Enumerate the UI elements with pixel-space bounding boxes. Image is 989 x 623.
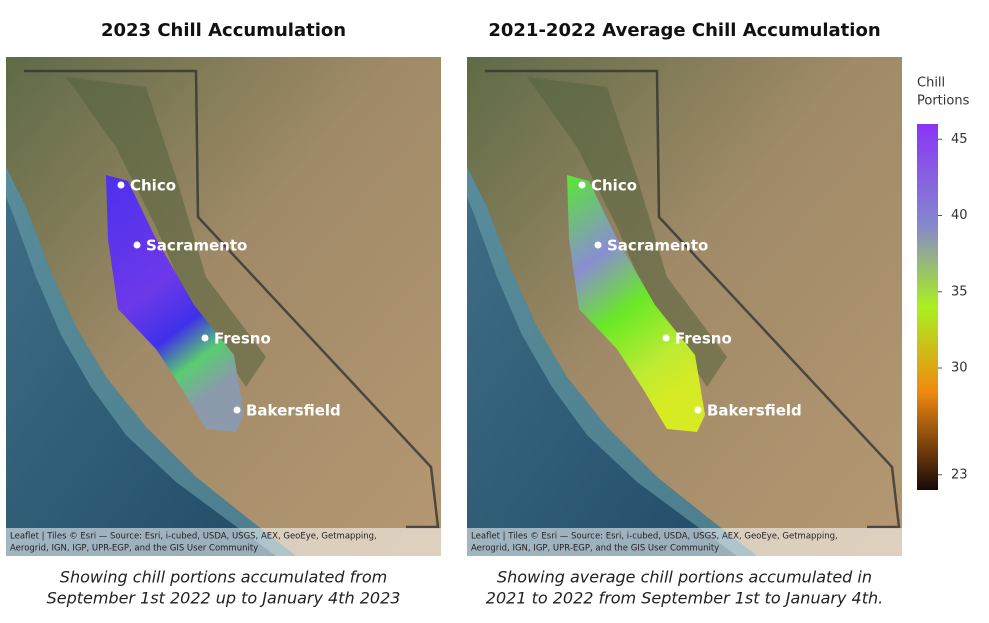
city-dot: [578, 181, 586, 189]
caption: Showing average chill portions accumulat…: [497, 568, 872, 587]
attribution: Leaflet | Tiles © Esri — Source: Esri, i…: [10, 532, 377, 542]
ocean: [6, 167, 296, 556]
city-label: Bakersfield: [707, 402, 802, 420]
state-border: [24, 69, 440, 529]
panel-title: 2021-2022 Average Chill Accumulation: [488, 20, 880, 41]
city-dot: [662, 334, 670, 342]
city-label: Fresno: [675, 330, 732, 348]
attribution: Aerogrid, IGN, IGP, UPR-EGP, and the GIS…: [10, 544, 258, 554]
city-dot: [133, 241, 141, 249]
state-border: [485, 69, 901, 529]
colorbar-tick-label: 45: [951, 132, 968, 147]
colorbar-tick-label: 23: [951, 467, 968, 482]
city-dot: [694, 406, 702, 414]
panel-title: 2023 Chill Accumulation: [101, 20, 346, 41]
ocean: [467, 167, 757, 556]
map-tiles: Chico Sacramento Fresno Bakersfield Leaflet …: [467, 57, 902, 556]
city-label: Chico: [591, 177, 637, 195]
colorbar-tick-label: 30: [951, 361, 968, 376]
caption: Showing chill portions accumulated from: [60, 568, 387, 587]
mountains: [66, 77, 266, 387]
attribution-bg: [6, 528, 441, 556]
attribution: Leaflet | Tiles © Esri — Source: Esri, i…: [471, 532, 838, 542]
city-dot: [201, 334, 209, 342]
valley: [567, 175, 705, 432]
map-tiles: Chico Sacramento Fresno Bakersfield Leaflet …: [6, 57, 441, 556]
mountains: [527, 77, 727, 387]
map: Chico Sacramento Fresno Bakersfield Leaflet …: [467, 57, 902, 556]
city-label: Fresno: [214, 330, 271, 348]
city-dot: [233, 406, 241, 414]
attribution: Aerogrid, IGN, IGP, UPR-EGP, and the GIS…: [471, 544, 719, 554]
city-dot: [594, 241, 602, 249]
caption: 2021 to 2022 from September 1st to Janua…: [486, 589, 883, 608]
caption: September 1st 2022 up to January 4th 202…: [47, 589, 401, 608]
legend-title: Chill: [917, 76, 945, 91]
valley: [106, 175, 244, 432]
city-dot: [117, 181, 125, 189]
city-label: Sacramento: [607, 237, 708, 255]
city-label: Bakersfield: [246, 402, 341, 420]
colorbar-tick-label: 35: [951, 284, 968, 299]
colorbar: [917, 124, 938, 490]
colorbar-tick-label: 40: [951, 208, 968, 223]
attribution-bg: [467, 528, 902, 556]
city-label: Chico: [130, 177, 176, 195]
map: Chico Sacramento Fresno Bakersfield Leaflet …: [6, 57, 441, 556]
legend-title: Portions: [917, 94, 970, 109]
city-label: Sacramento: [146, 237, 247, 255]
